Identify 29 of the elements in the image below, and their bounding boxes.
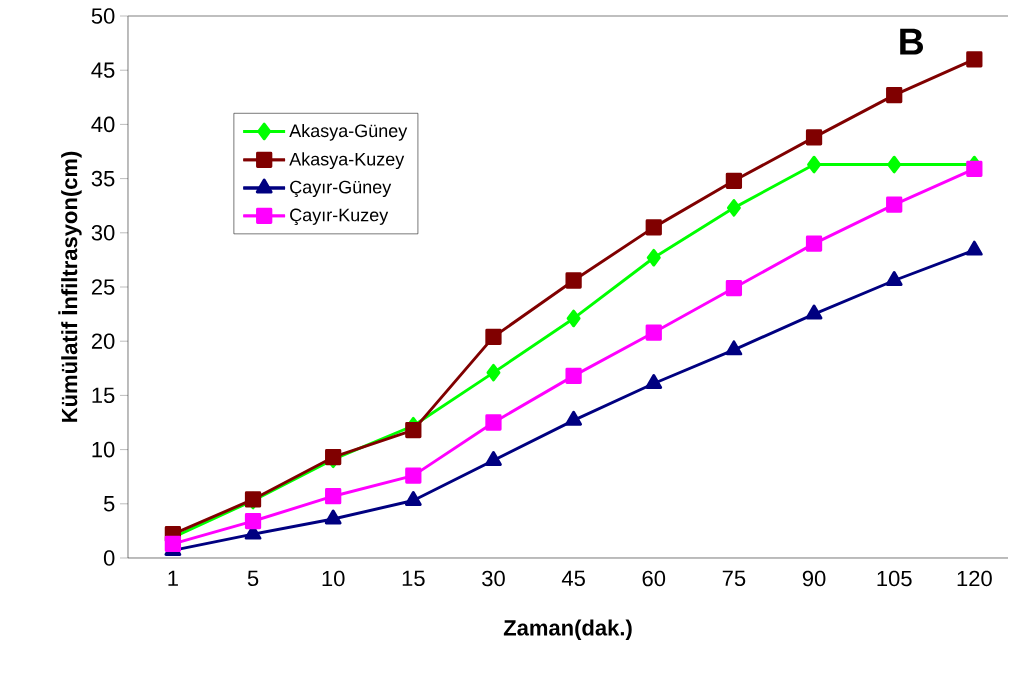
x-tick-label: 75: [722, 570, 746, 587]
y-tick-label: 10: [92, 441, 115, 458]
x-tick-label: 1: [168, 570, 178, 586]
x-tick-label: 105: [877, 570, 912, 587]
x-axis-title: Zaman(dak.): [503, 619, 632, 640]
x-tick-label: 120: [957, 570, 992, 587]
y-tick-label: 15: [92, 387, 115, 404]
legend-label: Çayır-Kuzey: [290, 208, 389, 225]
legend-label: Akasya-Güney: [289, 123, 408, 141]
y-tick-label: 0: [103, 550, 115, 566]
y-tick-label: 20: [91, 333, 115, 349]
x-tick-label: 90: [802, 570, 826, 587]
x-tick-label: 60: [642, 570, 666, 587]
x-tick-label: 5: [247, 570, 259, 587]
y-tick-label: 50: [91, 8, 115, 24]
y-tick-label: 25: [91, 279, 115, 295]
y-tick-label: 45: [91, 62, 115, 78]
y-tick-label: 30: [91, 225, 115, 241]
x-tick-label: 30: [482, 570, 505, 587]
x-tick-label: 15: [402, 570, 425, 587]
legend-label: Çayır-Güney: [290, 180, 392, 198]
legend-label: Akasya-Kuzey: [289, 152, 405, 170]
y-tick-label: 5: [103, 496, 115, 512]
y-tick-label: 40: [91, 116, 115, 133]
annotation: B: [900, 28, 923, 55]
x-tick-label: 10: [322, 570, 345, 587]
y-tick-label: 35: [91, 170, 115, 187]
y-axis-title: Kümülatif İnfiltrasyon(cm): [58, 151, 82, 422]
x-tick-label: 45: [561, 570, 585, 587]
